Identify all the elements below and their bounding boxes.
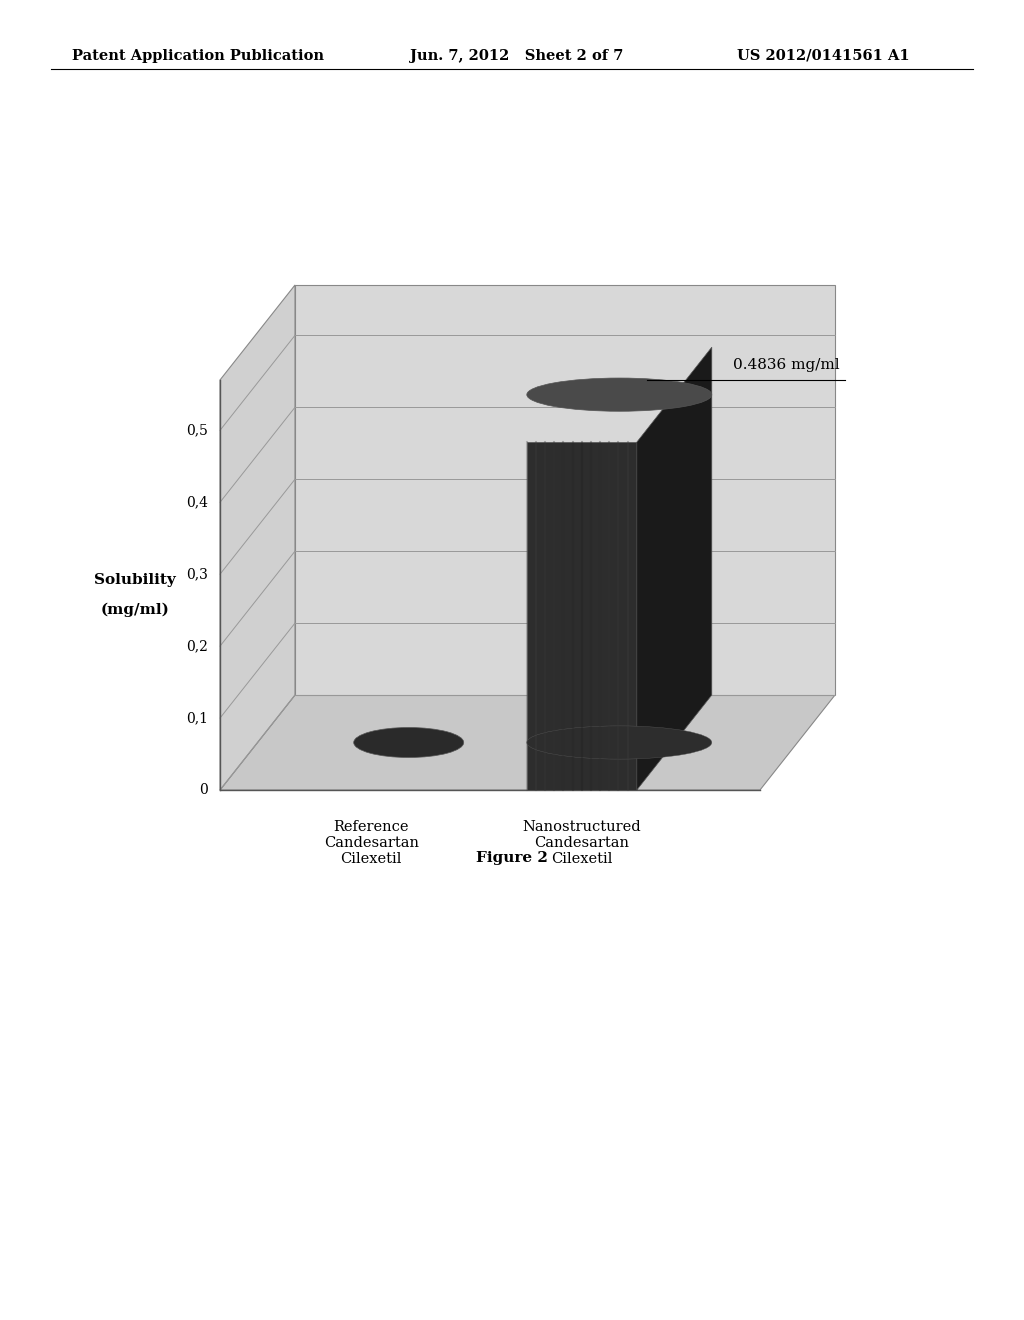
Text: 0,5: 0,5 [186, 424, 208, 437]
Ellipse shape [353, 727, 464, 758]
Polygon shape [220, 696, 835, 789]
Text: Figure 2: Figure 2 [476, 851, 548, 866]
Text: Jun. 7, 2012   Sheet 2 of 7: Jun. 7, 2012 Sheet 2 of 7 [410, 49, 623, 63]
Ellipse shape [526, 726, 712, 759]
Text: US 2012/0141561 A1: US 2012/0141561 A1 [737, 49, 910, 63]
Text: 0: 0 [200, 783, 208, 797]
Text: 0,3: 0,3 [186, 568, 208, 581]
Text: Patent Application Publication: Patent Application Publication [72, 49, 324, 63]
Text: 0,4: 0,4 [186, 495, 208, 510]
Text: Solubility: Solubility [94, 573, 176, 587]
Text: 0.4836 mg/ml: 0.4836 mg/ml [733, 358, 840, 372]
Polygon shape [220, 285, 295, 789]
Polygon shape [295, 285, 835, 696]
Text: 0,1: 0,1 [186, 711, 208, 725]
Polygon shape [637, 347, 712, 789]
Text: (mg/ml): (mg/ml) [100, 603, 169, 618]
Text: Nanostructured
Candesartan
Cilexetil: Nanostructured Candesartan Cilexetil [522, 820, 641, 866]
Ellipse shape [526, 378, 712, 412]
Text: 0,2: 0,2 [186, 639, 208, 653]
Text: Reference
Candesartan
Cilexetil: Reference Candesartan Cilexetil [324, 820, 419, 866]
Polygon shape [526, 442, 637, 789]
